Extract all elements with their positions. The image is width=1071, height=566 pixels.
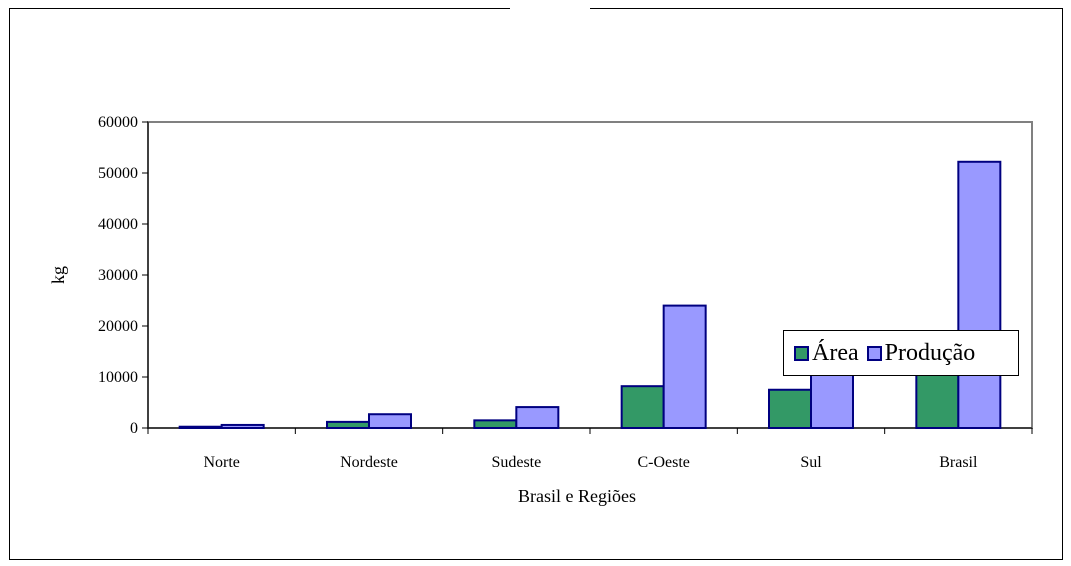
bar-area-sudeste	[473, 419, 518, 430]
y-axis: 0 10000 20000 30000 40000 50000 60000	[98, 114, 149, 437]
legend-item-producao: Produção	[866, 339, 976, 367]
y-tick-label: 60000	[98, 114, 138, 131]
bar-area-sul	[768, 388, 812, 429]
bar-producao-brasil	[957, 160, 1002, 429]
legend-label-area: Área	[812, 339, 859, 366]
title-area	[510, 0, 590, 17]
x-axis-title: Brasil e Regiões	[518, 486, 636, 506]
bar-producao-norte	[220, 423, 265, 430]
x-tick-label: Nordeste	[340, 454, 398, 471]
y-tick-label: 0	[130, 420, 138, 437]
x-axis: Norte Nordeste Sudeste C-Oeste Sul Brasil	[147, 427, 1033, 471]
x-tick-label: Brasil	[939, 454, 978, 471]
y-tick-label: 30000	[98, 267, 138, 284]
bar-area-norte	[178, 425, 223, 430]
y-tick-label: 50000	[98, 165, 138, 182]
legend-label-producao: Produção	[884, 339, 976, 366]
x-tick-label: C-Oeste	[637, 454, 689, 471]
bar-producao-c-oeste	[662, 304, 707, 430]
y-tick-label: 20000	[98, 318, 138, 335]
bar-area-c-oeste	[620, 385, 665, 429]
y-tick-label: 10000	[98, 369, 138, 386]
plot-area	[147, 121, 1033, 429]
legend-swatch-area	[794, 345, 809, 361]
y-tick-label: 40000	[98, 216, 138, 233]
bar-producao-nordeste	[368, 413, 412, 430]
bar-producao-sudeste	[515, 406, 560, 429]
x-tick-label: Sul	[800, 454, 822, 471]
legend-swatch-producao	[866, 345, 882, 361]
x-tick-label: Norte	[203, 454, 239, 471]
y-axis-title: kg	[48, 266, 68, 284]
bar-area-nordeste	[326, 420, 370, 430]
x-tick-label: Sudeste	[491, 454, 541, 471]
legend: Área Produção	[783, 330, 1019, 376]
legend-item-area: Área	[794, 340, 859, 367]
